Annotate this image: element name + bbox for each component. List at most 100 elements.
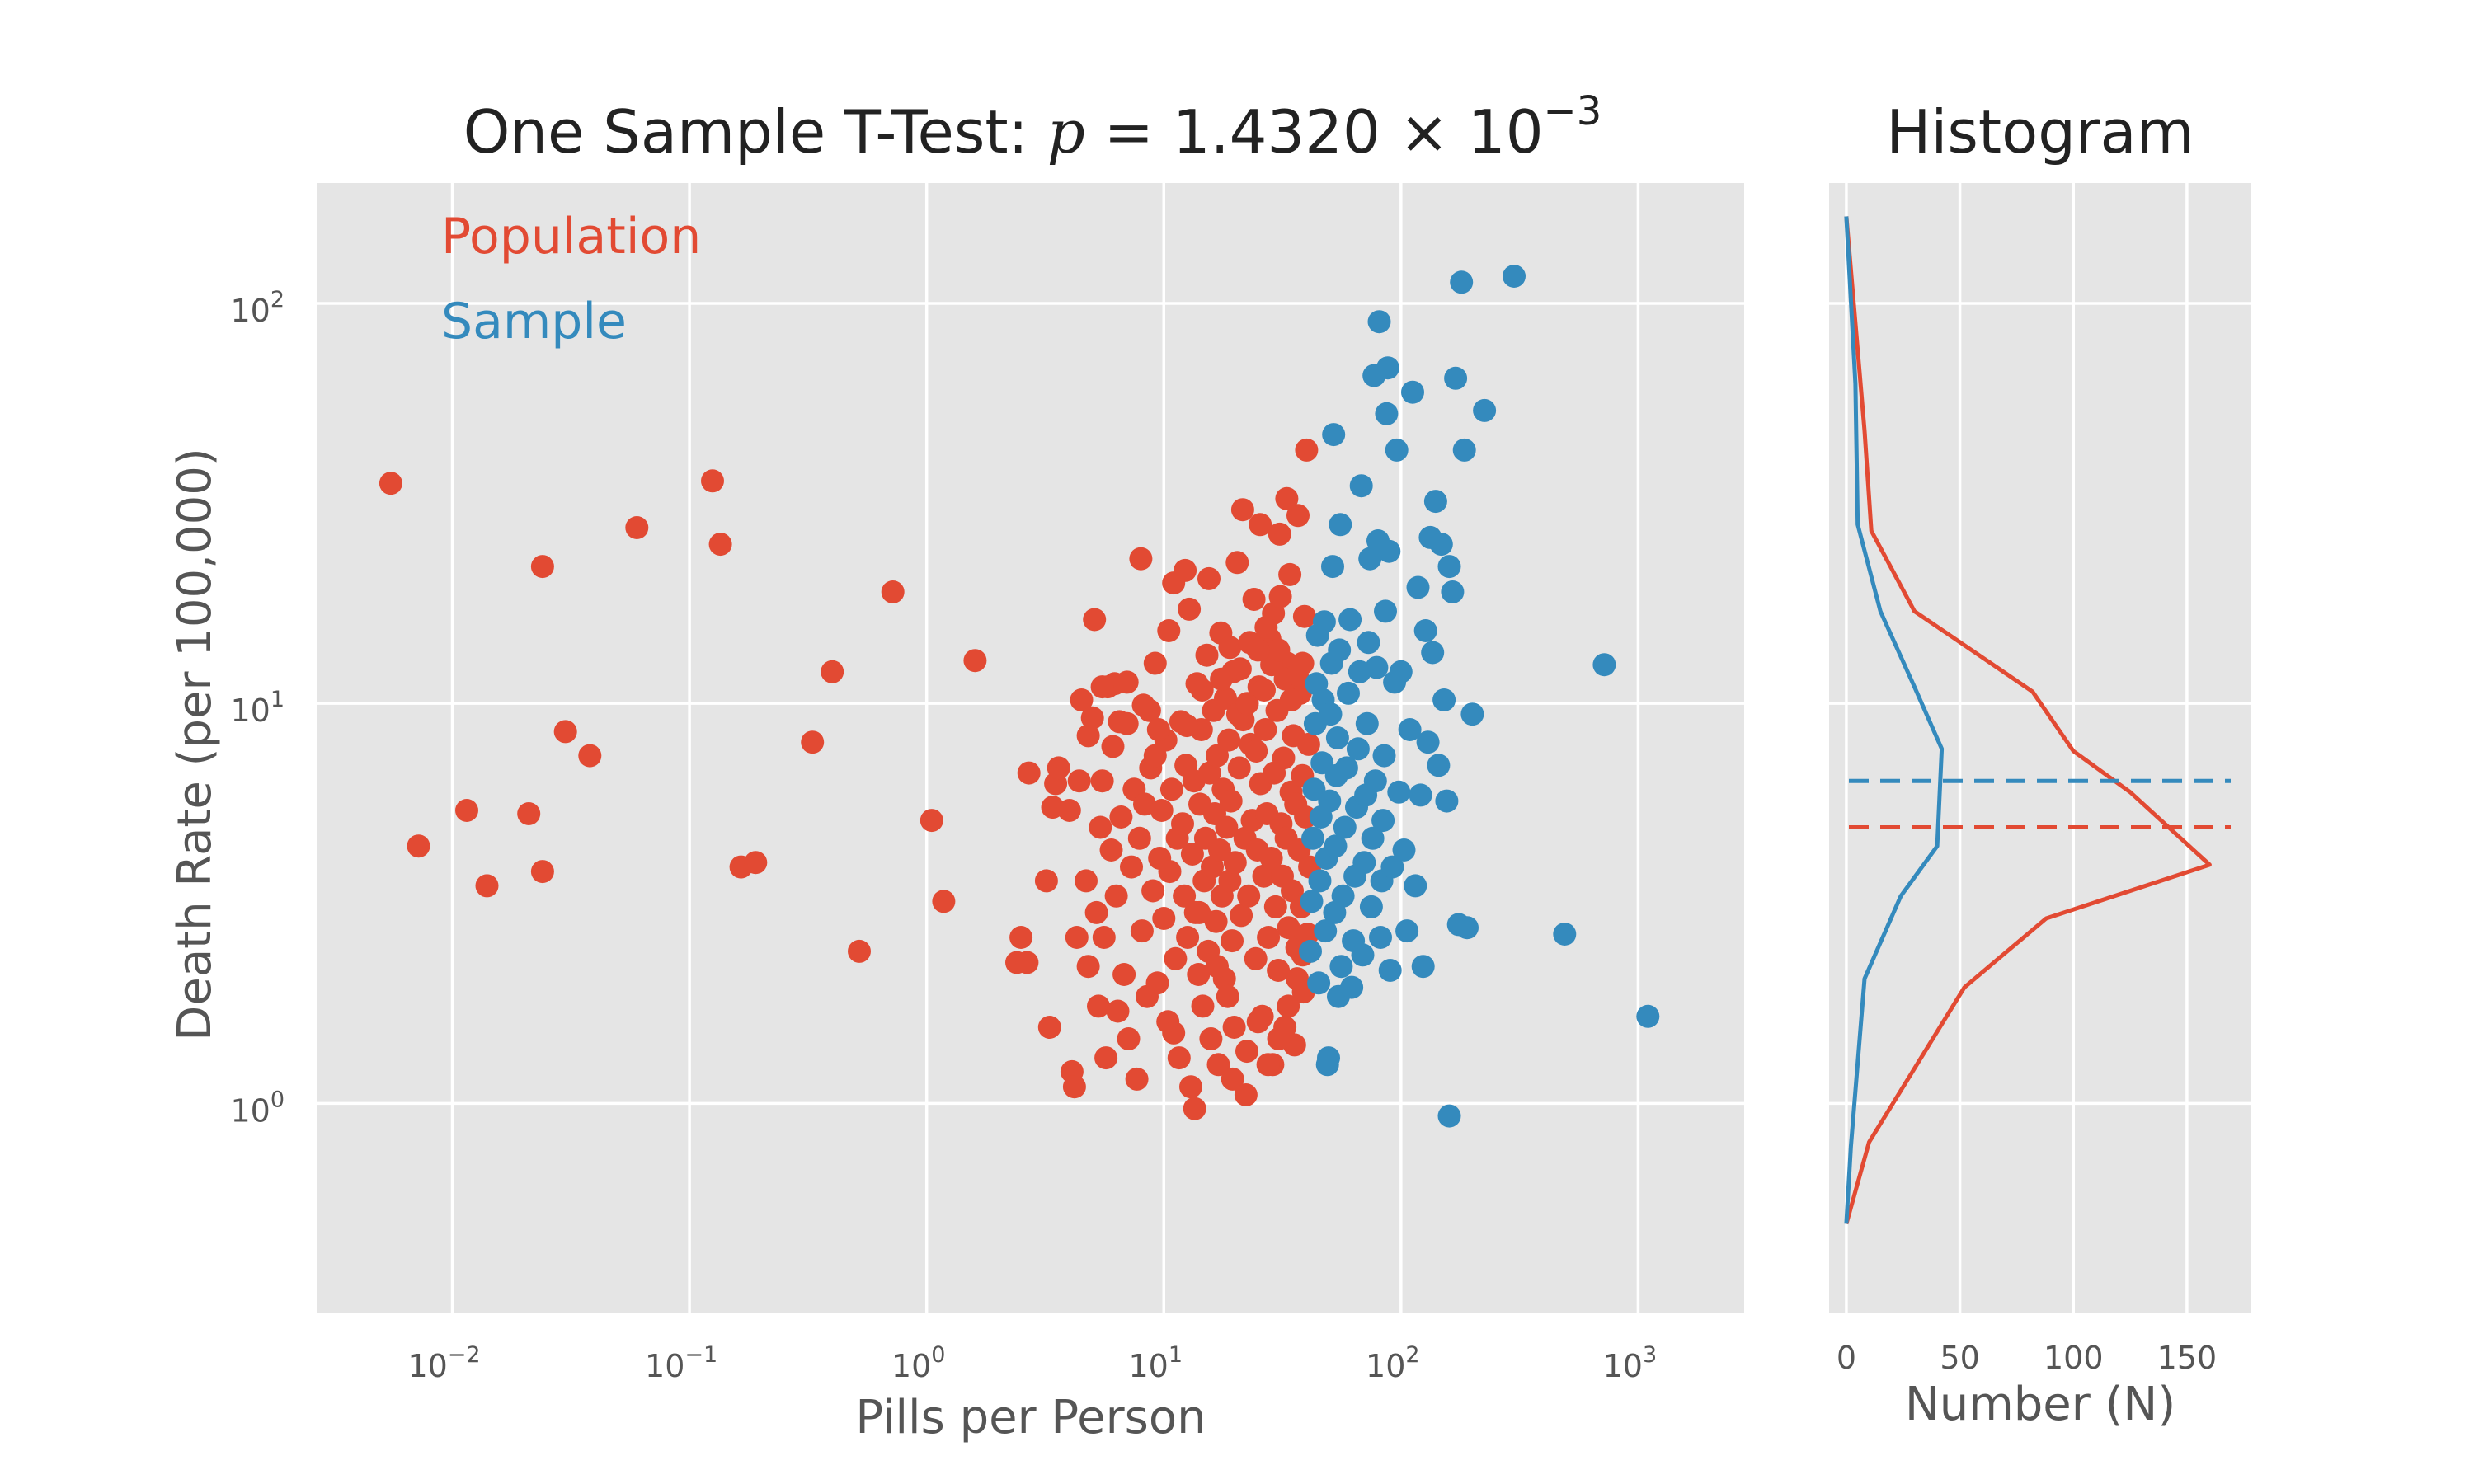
population-point <box>578 744 602 768</box>
population-point <box>1292 604 1316 628</box>
population-point <box>1267 1027 1291 1050</box>
sample-point <box>1437 1104 1461 1128</box>
sample-point <box>1334 756 1358 780</box>
sample-point <box>1351 943 1375 967</box>
x-tick-label: 10−2 <box>407 1342 480 1384</box>
population-point <box>1199 1027 1223 1050</box>
population-point <box>1183 1097 1206 1120</box>
population-point <box>1218 869 1242 893</box>
legend-sample-label: Sample <box>441 293 627 350</box>
population-point <box>1070 688 1094 711</box>
population-point <box>1268 522 1291 546</box>
population-point <box>1164 946 1188 970</box>
population-point <box>553 720 577 744</box>
population-point <box>1112 963 1136 986</box>
series-population-points <box>379 438 1322 1120</box>
population-point <box>1191 994 1215 1018</box>
sample-point <box>1389 660 1413 683</box>
sample-point <box>1331 884 1355 908</box>
sample-point <box>1398 718 1422 741</box>
sample-point <box>1401 380 1424 404</box>
population-point <box>1230 498 1254 522</box>
population-point <box>1227 756 1251 780</box>
sample-point <box>1337 681 1360 705</box>
population-point <box>1034 869 1058 893</box>
population-point <box>1162 1021 1186 1045</box>
population-point <box>1195 643 1219 667</box>
population-point <box>1131 693 1155 717</box>
title-prefix: One Sample T-Test: <box>463 97 1047 167</box>
population-point <box>963 649 987 673</box>
population-point <box>1109 805 1133 829</box>
sample-point <box>1358 547 1382 571</box>
population-point <box>1062 1075 1086 1099</box>
sample-point <box>1553 923 1577 946</box>
sample-point <box>1317 1046 1340 1070</box>
population-point <box>379 472 402 495</box>
sample-point <box>1380 855 1404 879</box>
population-point <box>1242 588 1266 611</box>
sample-point <box>1444 366 1468 390</box>
sample-point <box>1308 869 1332 893</box>
population-point <box>1215 815 1239 839</box>
sample-point <box>1338 608 1362 632</box>
sample-point <box>1340 975 1364 999</box>
population-point <box>1106 999 1130 1023</box>
sample-point <box>1406 575 1430 599</box>
population-point <box>1092 926 1116 949</box>
sample-point <box>1503 265 1526 288</box>
histogram-sample-line <box>1844 216 1945 1224</box>
scatter-gridlines <box>317 183 1744 1313</box>
population-point <box>920 809 943 833</box>
population-point <box>1295 438 1319 462</box>
y-tick-label: 101 <box>230 687 285 729</box>
population-point <box>1080 706 1104 730</box>
population-point <box>1171 812 1194 836</box>
population-point <box>1037 1016 1061 1039</box>
population-point <box>1206 955 1229 979</box>
population-point <box>1176 926 1200 949</box>
sample-point <box>1385 438 1409 462</box>
sample-point <box>1456 916 1479 940</box>
population-point <box>1275 486 1299 510</box>
sample-point <box>1441 580 1465 603</box>
sample-point <box>1352 851 1376 875</box>
population-point <box>475 874 499 898</box>
sample-point <box>1346 737 1370 761</box>
population-point <box>881 580 905 603</box>
population-point <box>1218 636 1242 660</box>
population-point <box>530 555 554 579</box>
sample-point <box>1300 890 1324 913</box>
population-point <box>1143 651 1167 675</box>
series-sample-points <box>1299 265 1660 1128</box>
population-point <box>1252 864 1276 888</box>
population-point <box>1217 728 1241 752</box>
sample-point <box>1318 789 1342 813</box>
population-point <box>1067 769 1091 793</box>
sample-point <box>1473 398 1497 422</box>
population-point <box>1057 799 1081 822</box>
sample-point <box>1329 513 1352 537</box>
population-point <box>1278 562 1302 586</box>
sample-point <box>1416 730 1440 754</box>
population-point <box>1175 714 1199 738</box>
sample-point <box>1328 638 1352 662</box>
sample-point <box>1312 610 1336 634</box>
population-point <box>1178 597 1202 621</box>
sample-point <box>1333 815 1357 839</box>
x-tick-label: 100 <box>891 1342 946 1384</box>
sample-point <box>1367 310 1391 334</box>
x-tick-label: 103 <box>1603 1342 1658 1384</box>
sample-point <box>1349 474 1373 498</box>
population-point <box>1249 513 1272 537</box>
population-point <box>1244 946 1268 970</box>
histogram-x-tick-labels: 0 50 100 150 <box>1837 1340 2217 1376</box>
population-point <box>1065 926 1089 949</box>
population-point <box>1235 692 1259 716</box>
population-point <box>1246 1010 1270 1034</box>
population-point <box>1210 667 1234 691</box>
population-point <box>1157 619 1181 642</box>
sample-point <box>1321 555 1344 579</box>
population-point <box>1223 851 1247 875</box>
